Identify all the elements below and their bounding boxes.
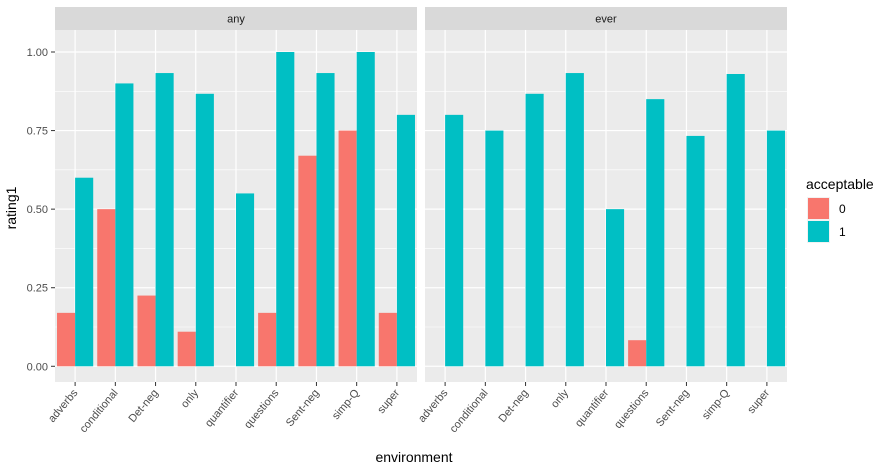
strip-any — [55, 7, 417, 30]
y-tick-label: 1.00 — [27, 47, 48, 59]
bar-ever-Det-neg-acceptable-1 — [525, 93, 544, 367]
x-tick-label-ever-conditional: conditional — [448, 387, 491, 435]
strip-label-ever: ever — [595, 14, 617, 26]
x-tick-label-ever-adverbs: adverbs — [416, 387, 451, 425]
bar-any-only-acceptable-0 — [177, 331, 196, 367]
x-tick-label-ever-Det-neg: Det-neg — [497, 387, 531, 425]
bar-ever-conditional-acceptable-1 — [485, 130, 504, 367]
y-axis-title: rating1 — [3, 186, 19, 229]
x-tick-label-any-simp-Q: simp-Q — [330, 387, 362, 422]
bar-ever-adverbs-acceptable-1 — [445, 114, 464, 367]
x-tick-label-any-Sent-neg: Sent-neg — [284, 387, 322, 429]
bar-ever-only-acceptable-1 — [565, 73, 584, 367]
bar-any-super-acceptable-0 — [378, 312, 397, 367]
y-tick-label: 0.75 — [27, 126, 48, 138]
bar-any-Sent-neg-acceptable-0 — [298, 155, 317, 367]
strip-ever — [425, 7, 787, 30]
bar-ever-Sent-neg-acceptable-1 — [686, 135, 705, 367]
legend-swatch-0 — [808, 198, 829, 219]
bar-any-super-acceptable-1 — [396, 114, 415, 367]
x-tick-label-any-questions: questions — [242, 387, 282, 431]
x-tick-label-any-conditional: conditional — [78, 387, 121, 435]
legend-swatch-1 — [808, 221, 829, 242]
bar-any-Det-neg-acceptable-1 — [155, 73, 174, 367]
strip-label-any: any — [227, 14, 245, 26]
x-tick-label-any-quantifier: quantifier — [203, 387, 241, 430]
bar-any-Sent-neg-acceptable-1 — [316, 73, 335, 367]
x-tick-label-ever-only: only — [549, 387, 571, 411]
y-tick-label: 0.25 — [27, 283, 48, 295]
bar-any-only-acceptable-1 — [195, 93, 214, 367]
bar-any-Det-neg-acceptable-0 — [137, 295, 156, 367]
bar-any-conditional-acceptable-1 — [115, 83, 134, 367]
bar-any-simp-Q-acceptable-0 — [338, 130, 357, 367]
legend-label-1: 1 — [839, 225, 846, 239]
x-tick-label-any-Det-neg: Det-neg — [127, 387, 161, 425]
bar-ever-simp-Q-acceptable-1 — [726, 74, 745, 367]
panel-ever: ever — [425, 7, 787, 382]
bar-ever-questions-acceptable-0 — [628, 340, 647, 367]
x-tick-label-any-super: super — [375, 387, 402, 416]
bar-any-questions-acceptable-0 — [258, 312, 277, 367]
bar-ever-quantifier-acceptable-1 — [606, 209, 625, 367]
bar-ever-super-acceptable-1 — [766, 130, 785, 367]
x-tick-label-ever-simp-Q: simp-Q — [700, 387, 732, 422]
legend: acceptable 0 1 — [806, 176, 874, 243]
x-tick-label-any-adverbs: adverbs — [46, 387, 81, 425]
bar-ever-questions-acceptable-1 — [646, 99, 665, 367]
bar-any-simp-Q-acceptable-1 — [356, 52, 375, 367]
bar-any-quantifier-acceptable-1 — [236, 193, 255, 367]
y-tick-label: 0.00 — [27, 361, 48, 373]
x-tick-label-ever-questions: questions — [612, 387, 652, 431]
x-axis-title: environment — [375, 449, 452, 465]
y-tick-label: 0.50 — [27, 204, 48, 216]
bar-any-adverbs-acceptable-1 — [75, 177, 94, 367]
x-tick-label-ever-super: super — [745, 387, 772, 416]
legend-title: acceptable — [806, 176, 874, 192]
panel-any: any — [55, 7, 417, 382]
x-tick-label-ever-quantifier: quantifier — [573, 387, 611, 430]
bar-any-questions-acceptable-1 — [276, 52, 295, 367]
x-tick-label-any-only: only — [179, 387, 201, 411]
legend-label-0: 0 — [839, 202, 846, 216]
bar-any-adverbs-acceptable-0 — [57, 312, 76, 367]
bar-any-conditional-acceptable-0 — [97, 209, 116, 367]
x-tick-label-ever-Sent-neg: Sent-neg — [654, 387, 692, 429]
